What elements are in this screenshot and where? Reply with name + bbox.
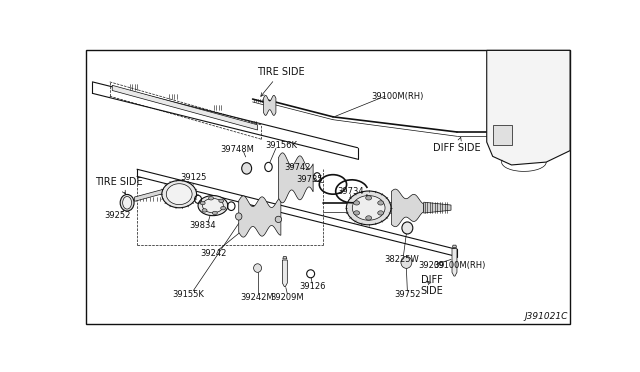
Ellipse shape [219, 199, 224, 202]
Text: 39126: 39126 [299, 282, 325, 291]
Text: J391021C: J391021C [525, 312, 568, 321]
Ellipse shape [402, 222, 413, 234]
Text: 39125: 39125 [180, 173, 206, 182]
Text: 39735: 39735 [296, 175, 323, 185]
Polygon shape [452, 248, 457, 276]
Ellipse shape [200, 201, 205, 205]
Ellipse shape [401, 256, 412, 268]
Text: 39156K: 39156K [265, 141, 297, 150]
Polygon shape [282, 260, 287, 287]
Ellipse shape [209, 196, 214, 200]
Text: 39752: 39752 [394, 290, 420, 299]
Polygon shape [424, 202, 451, 213]
Ellipse shape [212, 211, 218, 215]
Polygon shape [134, 187, 172, 201]
Ellipse shape [346, 191, 391, 225]
Text: 38225W: 38225W [384, 255, 419, 264]
Text: 39734: 39734 [337, 187, 364, 196]
Polygon shape [493, 125, 511, 145]
Text: 39209: 39209 [418, 261, 444, 270]
Ellipse shape [202, 209, 207, 212]
Text: 39242M: 39242M [241, 293, 275, 302]
Text: 39100M(RH): 39100M(RH) [433, 261, 486, 270]
Text: 39100M(RH): 39100M(RH) [371, 92, 424, 101]
Ellipse shape [236, 213, 242, 220]
Ellipse shape [352, 196, 385, 220]
Text: 39209M: 39209M [271, 293, 304, 302]
Ellipse shape [354, 201, 360, 205]
Polygon shape [278, 153, 313, 203]
Ellipse shape [123, 196, 132, 209]
Ellipse shape [378, 201, 383, 205]
Polygon shape [239, 196, 281, 237]
Text: 39742: 39742 [284, 163, 310, 172]
Text: DIFF
SIDE: DIFF SIDE [420, 275, 444, 296]
Polygon shape [452, 245, 456, 247]
Ellipse shape [378, 211, 383, 215]
Polygon shape [264, 95, 276, 115]
Ellipse shape [253, 264, 262, 272]
Ellipse shape [166, 184, 192, 205]
Ellipse shape [242, 163, 252, 174]
Text: 39155K: 39155K [172, 290, 204, 299]
Polygon shape [392, 189, 424, 227]
Text: 39834: 39834 [189, 221, 216, 230]
Ellipse shape [275, 216, 282, 222]
Ellipse shape [221, 206, 226, 210]
Text: TIRE SIDE: TIRE SIDE [257, 67, 305, 96]
Ellipse shape [202, 198, 223, 213]
Ellipse shape [120, 195, 134, 211]
Polygon shape [486, 50, 570, 165]
Ellipse shape [365, 196, 372, 200]
Ellipse shape [354, 211, 360, 215]
Ellipse shape [198, 196, 228, 216]
Polygon shape [283, 257, 287, 259]
Text: 39748M: 39748M [221, 145, 255, 154]
Text: 39242: 39242 [201, 248, 227, 258]
Polygon shape [112, 85, 257, 130]
Ellipse shape [162, 180, 196, 208]
Text: DIFF SIDE: DIFF SIDE [433, 137, 481, 153]
Text: TIRE SIDE: TIRE SIDE [95, 177, 143, 194]
Ellipse shape [365, 216, 372, 220]
Text: 39252: 39252 [104, 211, 131, 219]
